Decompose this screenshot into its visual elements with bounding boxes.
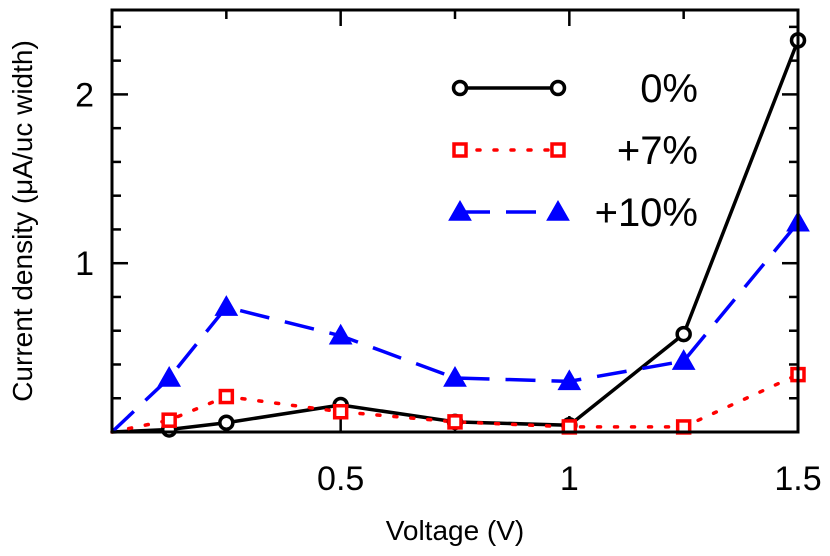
legend-marker-7 — [452, 142, 468, 158]
y-tick-label: 2 — [75, 76, 94, 114]
legend-marker-0 — [451, 79, 469, 97]
data-point-7 — [332, 403, 349, 420]
x-axis-title: Voltage (V) — [386, 515, 525, 546]
legend-label-7: +7% — [617, 129, 698, 173]
y-tick-label: 1 — [75, 245, 94, 283]
plot-frame — [110, 8, 800, 434]
series-line-10 — [110, 221, 800, 434]
legend: 0% +7% +10% — [448, 67, 698, 235]
legend-marker-10 — [448, 199, 472, 221]
data-point-10 — [557, 369, 582, 391]
data-point-10 — [214, 295, 239, 316]
data-point-10 — [671, 349, 696, 370]
data-point-0 — [218, 414, 235, 431]
x-tick-label: 1 — [560, 460, 579, 498]
legend-marker-7 — [550, 142, 566, 158]
legend-label-10: +10% — [595, 191, 698, 235]
legend-marker-0 — [549, 79, 567, 97]
data-point-10 — [157, 365, 182, 387]
data-point-10 — [443, 365, 467, 387]
x-tick-label: 1.5 — [774, 460, 821, 498]
series-line-0 — [111, 39, 800, 434]
tick-labels: 0.5 1 1.5 1 2 — [75, 76, 822, 498]
legend-marker-10 — [546, 199, 570, 221]
legend-label-0: 0% — [640, 67, 698, 111]
series-lines — [110, 39, 800, 434]
y-axis-title: Current density (μA/uc width) — [7, 40, 38, 402]
data-point-7 — [447, 414, 463, 430]
data-point-7 — [218, 388, 235, 405]
data-point-10 — [328, 323, 353, 345]
x-tick-label: 0.5 — [317, 460, 364, 498]
data-point-7 — [161, 412, 177, 428]
data-point-0 — [675, 325, 692, 343]
series-line-7 — [110, 372, 800, 434]
